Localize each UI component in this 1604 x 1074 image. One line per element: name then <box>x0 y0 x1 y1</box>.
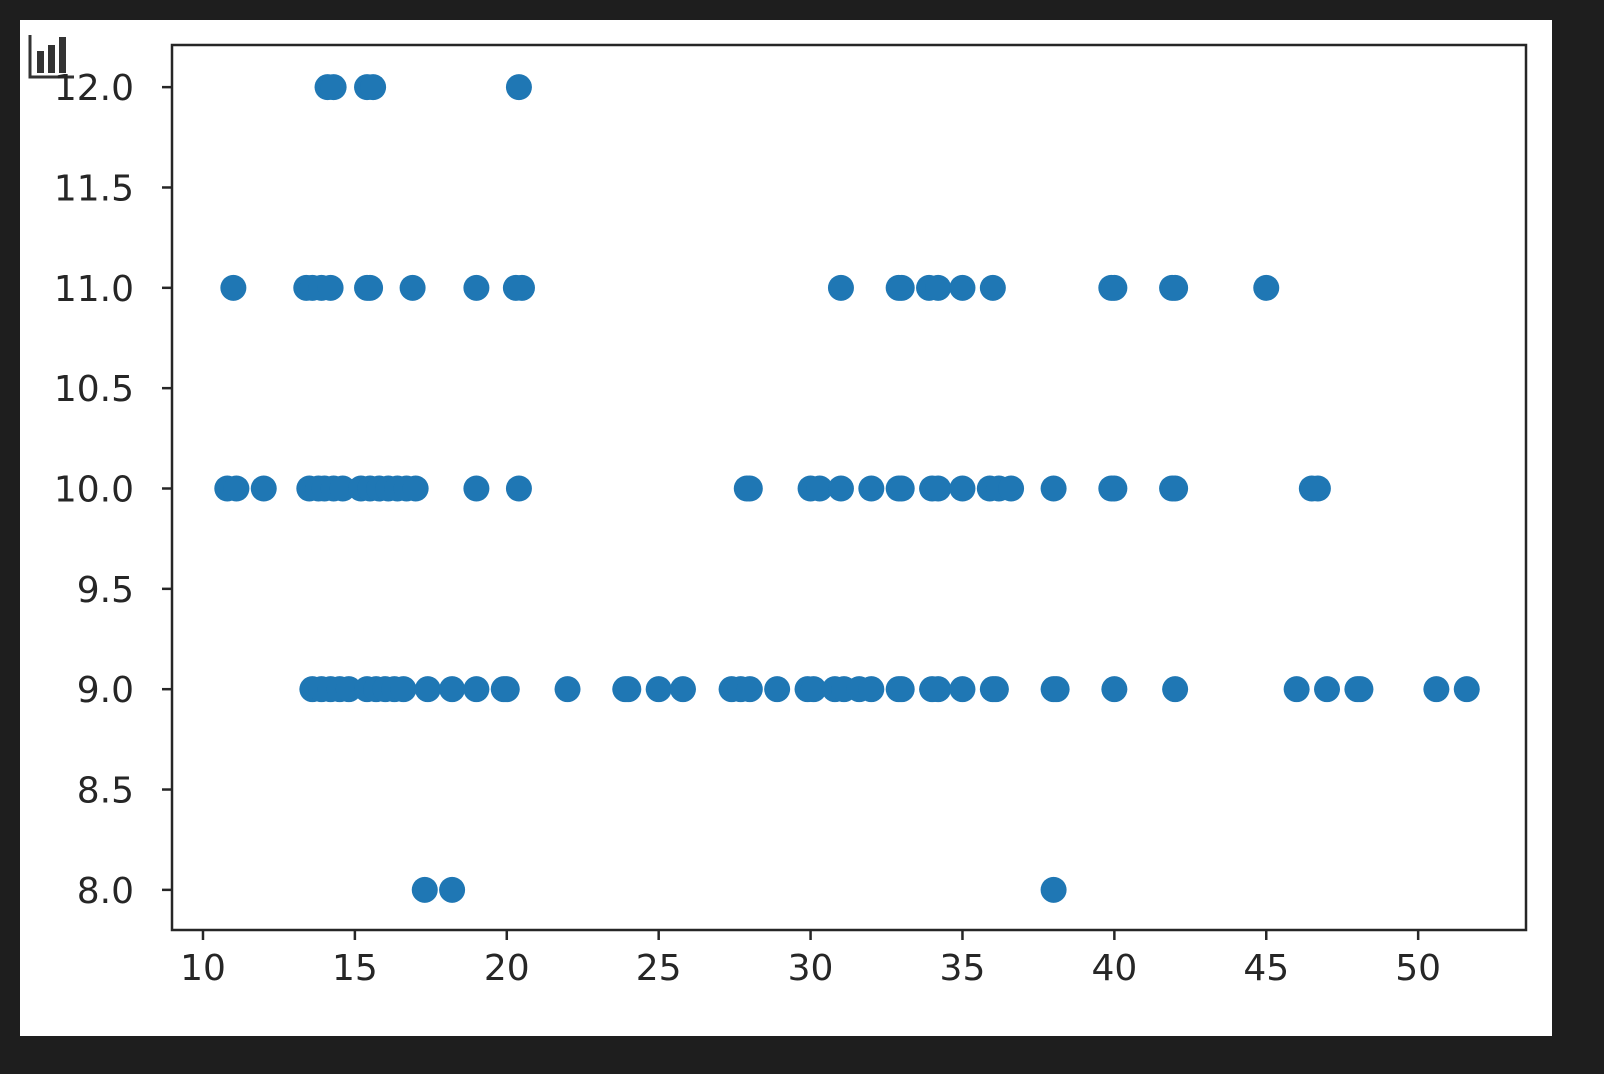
data-point <box>1314 676 1341 703</box>
data-point <box>390 676 417 703</box>
data-point <box>223 475 250 502</box>
data-point <box>1453 676 1480 703</box>
data-point <box>1101 475 1128 502</box>
data-point <box>736 676 763 703</box>
data-point <box>1283 676 1310 703</box>
data-point <box>1101 274 1128 301</box>
data-point <box>402 475 429 502</box>
x-tick-label: 35 <box>940 948 986 989</box>
x-tick-label: 40 <box>1091 948 1137 989</box>
data-point <box>493 676 520 703</box>
data-point <box>360 74 387 101</box>
data-point <box>399 274 426 301</box>
x-tick-label: 20 <box>484 948 530 989</box>
data-point <box>357 274 384 301</box>
bar-chart-icon[interactable] <box>28 33 76 81</box>
y-tick-label: 11.5 <box>54 168 134 209</box>
data-point <box>554 676 581 703</box>
data-point <box>1040 475 1067 502</box>
data-point <box>320 74 347 101</box>
data-point <box>329 475 356 502</box>
y-tick-label: 10.0 <box>54 470 134 511</box>
data-point <box>949 475 976 502</box>
x-tick-label: 50 <box>1395 948 1441 989</box>
data-point <box>1162 676 1189 703</box>
data-point <box>888 475 915 502</box>
data-point <box>1162 274 1189 301</box>
data-point <box>764 676 791 703</box>
x-tick-label: 10 <box>180 948 226 989</box>
data-point <box>806 475 833 502</box>
x-tick-label: 25 <box>636 948 682 989</box>
y-tick-label: 10.5 <box>54 369 134 410</box>
data-point <box>439 676 466 703</box>
x-tick-label: 30 <box>788 948 834 989</box>
data-point <box>1347 676 1374 703</box>
data-point <box>463 475 490 502</box>
data-point <box>317 274 344 301</box>
data-point <box>888 676 915 703</box>
data-point <box>925 676 952 703</box>
data-point <box>1101 676 1128 703</box>
data-point <box>669 676 696 703</box>
data-point <box>1043 676 1070 703</box>
data-point <box>615 676 642 703</box>
data-point <box>998 475 1025 502</box>
data-point <box>888 274 915 301</box>
y-tick-label: 12.0 <box>54 68 134 109</box>
data-point <box>335 676 362 703</box>
data-point <box>250 475 277 502</box>
points-layer <box>214 74 1480 903</box>
data-point <box>505 475 532 502</box>
data-point <box>925 475 952 502</box>
y-axis: 8.0 8.5 9.0 9.5 10.0 10.5 11.0 11.5 12.0 <box>54 68 172 912</box>
data-point <box>414 676 441 703</box>
data-point <box>439 876 466 903</box>
data-point <box>463 274 490 301</box>
data-point <box>1040 876 1067 903</box>
data-point <box>858 676 885 703</box>
y-tick-label: 9.0 <box>77 670 134 711</box>
data-point <box>645 676 672 703</box>
data-point <box>827 274 854 301</box>
data-point <box>949 676 976 703</box>
data-point <box>463 676 490 703</box>
y-tick-label: 8.0 <box>77 871 134 912</box>
data-point <box>827 475 854 502</box>
data-point <box>1162 475 1189 502</box>
data-point <box>982 676 1009 703</box>
x-tick-label: 15 <box>332 948 378 989</box>
data-point <box>508 274 535 301</box>
data-point <box>505 74 532 101</box>
data-point <box>800 676 827 703</box>
data-point <box>1253 274 1280 301</box>
data-point <box>220 274 247 301</box>
data-point <box>1423 676 1450 703</box>
data-point <box>1304 475 1331 502</box>
y-tick-label: 8.5 <box>77 771 134 812</box>
data-point <box>925 274 952 301</box>
data-point <box>949 274 976 301</box>
figure <box>20 20 1552 1036</box>
x-axis: 10 15 20 25 30 35 40 45 50 <box>180 930 1441 989</box>
x-tick-label: 45 <box>1243 948 1289 989</box>
data-point <box>979 274 1006 301</box>
data-point <box>858 475 885 502</box>
y-tick-label: 11.0 <box>54 269 134 310</box>
data-point <box>736 475 763 502</box>
data-point <box>411 876 438 903</box>
y-tick-label: 9.5 <box>77 570 134 611</box>
